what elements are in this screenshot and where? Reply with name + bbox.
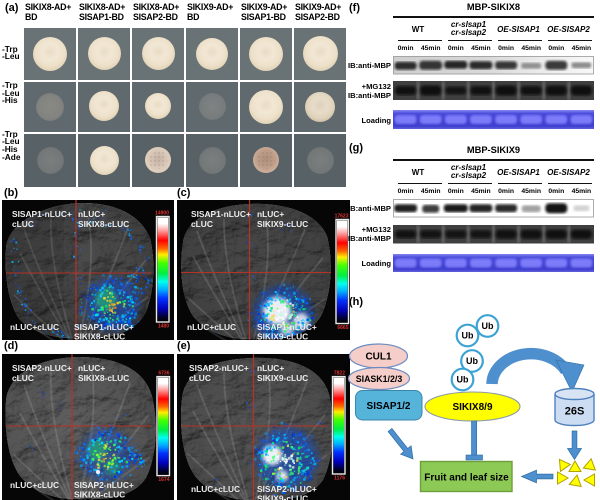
svg-text:cLUC: cLUC [12, 373, 34, 383]
svg-text:Ub: Ub [462, 331, 474, 341]
svg-text:1674: 1674 [158, 477, 169, 483]
svg-text:6665: 6665 [337, 325, 348, 331]
svg-text:SISAP2-nLUC+: SISAP2-nLUC+ [189, 363, 249, 373]
svg-text:SISAP1-nLUC+: SISAP1-nLUC+ [74, 322, 134, 332]
svg-text:SISAP1-nLUC+: SISAP1-nLUC+ [191, 209, 251, 219]
svg-text:14900: 14900 [155, 211, 169, 217]
svg-text:SIKIX9-cLUC: SIKIX9-cLUC [257, 219, 308, 229]
svg-text:Fruit and leaf size: Fruit and leaf size [424, 473, 509, 484]
svg-text:1176: 1176 [334, 476, 345, 482]
svg-text:nLUC+: nLUC+ [78, 363, 105, 373]
svg-text:26S: 26S [565, 406, 585, 418]
svg-text:SIKIX9-cLUC: SIKIX9-cLUC [257, 494, 308, 500]
svg-text:SIKIX9-cLUC: SIKIX9-cLUC [257, 373, 308, 383]
svg-text:CUL1: CUL1 [365, 352, 392, 363]
svg-text:SISAP1/2: SISAP1/2 [367, 401, 411, 412]
svg-text:SISAP1-nLUC+: SISAP1-nLUC+ [257, 322, 317, 332]
svg-text:cLUC: cLUC [189, 373, 211, 383]
svg-text:nLUC+: nLUC+ [257, 209, 284, 219]
svg-text:nLUC+cLUC: nLUC+cLUC [191, 484, 240, 494]
svg-text:SIKIX9-cLUC: SIKIX9-cLUC [257, 332, 308, 341]
svg-text:nLUC+: nLUC+ [78, 209, 105, 219]
svg-text:6736: 6736 [158, 371, 169, 377]
svg-text:SIKIX8-cLUC: SIKIX8-cLUC [74, 332, 125, 341]
svg-text:nLUC+cLUC: nLUC+cLUC [10, 480, 59, 490]
svg-text:SISAP2-nLUC+: SISAP2-nLUC+ [12, 363, 72, 373]
svg-text:SIKIX8-cLUC: SIKIX8-cLUC [78, 373, 129, 383]
svg-text:SIKIX8/9: SIKIX8/9 [452, 402, 492, 413]
svg-text:SISAP1-nLUC+: SISAP1-nLUC+ [12, 209, 72, 219]
svg-text:cLUC: cLUC [12, 219, 34, 229]
svg-text:Ub: Ub [457, 375, 469, 385]
svg-text:SIASK1/2/3: SIASK1/2/3 [356, 374, 403, 384]
svg-text:cLUC: cLUC [191, 219, 213, 229]
svg-text:17623: 17623 [334, 214, 348, 220]
svg-text:7822: 7822 [333, 371, 344, 377]
svg-text:SIKIX8-cLUC: SIKIX8-cLUC [74, 490, 125, 500]
svg-text:Ub: Ub [466, 356, 478, 366]
svg-text:nLUC+: nLUC+ [257, 363, 284, 373]
svg-text:SISAP2-nLUC+: SISAP2-nLUC+ [257, 484, 317, 494]
svg-text:SISAP2-nLUC+: SISAP2-nLUC+ [74, 480, 134, 490]
svg-text:Ub: Ub [482, 321, 494, 331]
svg-text:SIKIX8-cLUC: SIKIX8-cLUC [78, 219, 129, 229]
svg-text:nLUC+cLUC: nLUC+cLUC [187, 322, 236, 332]
svg-text:nLUC+cLUC: nLUC+cLUC [10, 322, 59, 332]
svg-text:1480: 1480 [158, 324, 169, 330]
